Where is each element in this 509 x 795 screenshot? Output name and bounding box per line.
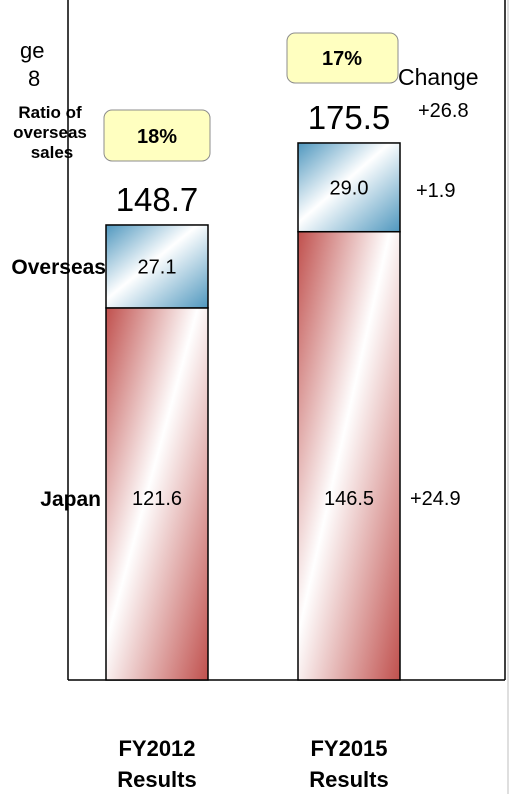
ratio-value-fy2015: 17% [322,48,362,70]
change-header: Change [398,64,479,90]
category-label-fy2012-line-1: FY2012 [118,736,196,761]
series-label-overseas: Overseas [11,256,106,279]
ratio-box-fy2015 [286,32,399,84]
data-label-overseas-fy2015: 29.0 [330,177,369,199]
left-cut-total-text: 8 [28,66,40,91]
category-label-fy2012-line-2: Results [117,767,197,792]
category-label-fy2012: FY2012 Results [97,733,217,795]
bars-group: 121.6 27.1 148.7 146.5 29.0 175.5 [105,99,401,681]
total-label-fy2012: 148.7 [116,181,199,218]
category-label-fy2015: FY2015 Results [289,733,409,795]
data-label-japan-fy2012: 121.6 [132,488,182,510]
ratio-label-line-1: Ratio of [18,103,82,122]
left-cut-change-text: ge [20,38,44,63]
series-label-japan: Japan [40,488,101,511]
ratio-label-line-2: overseas [13,123,87,142]
bar-overseas-fy2012 [105,224,209,309]
bar-japan-fy2015 [297,230,401,681]
change-total: +26.8 [418,100,469,122]
total-label-fy2015: 175.5 [308,99,391,136]
bar-overseas-fy2015 [297,142,401,233]
ratio-value-fy2012: 18% [137,126,177,148]
data-label-overseas-fy2012: 27.1 [138,256,177,278]
category-label-fy2015-line-1: FY2015 [310,736,388,761]
ratio-label-line-3: sales [31,143,74,162]
change-japan: +24.9 [410,488,461,510]
data-label-japan-fy2015: 146.5 [324,488,374,510]
category-label-fy2015-line-2: Results [309,767,389,792]
ratio-box-fy2012 [103,109,211,162]
change-overseas: +1.9 [416,180,455,202]
